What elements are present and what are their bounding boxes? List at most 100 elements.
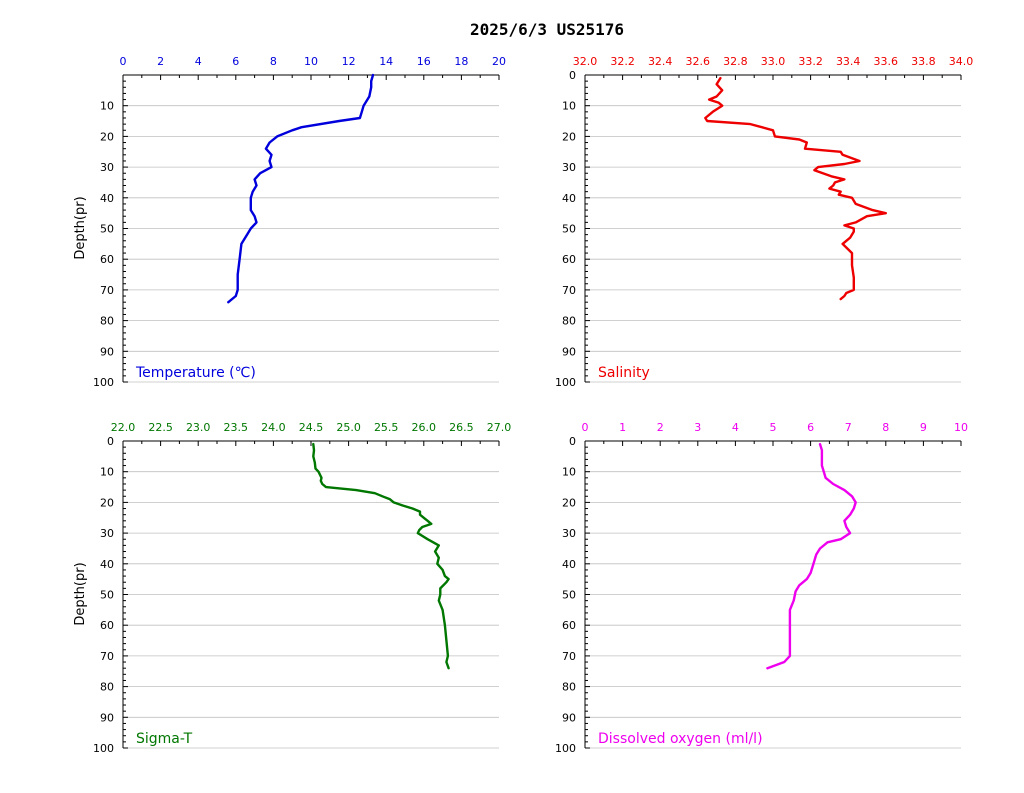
y-tick-label: 60 xyxy=(100,619,114,632)
y-axis-title: Depth(pr) xyxy=(73,562,88,625)
y-tick-label: 10 xyxy=(562,100,576,113)
y-tick-label: 10 xyxy=(100,100,114,113)
x-tick-label: 33.8 xyxy=(911,55,936,68)
x-tick-label: 25.0 xyxy=(336,421,361,434)
x-tick-label: 0 xyxy=(582,421,589,434)
x-tick-label: 0 xyxy=(120,55,127,68)
series-line-1 xyxy=(227,73,375,304)
x-tick-label: 32.2 xyxy=(610,55,635,68)
y-tick-label: 0 xyxy=(569,69,576,82)
y-tick-label: 30 xyxy=(100,161,114,174)
y-tick-label: 90 xyxy=(100,345,114,358)
x-tick-label: 10 xyxy=(954,421,968,434)
x-tick-label: 25.5 xyxy=(374,421,399,434)
x-tick-label: 3 xyxy=(694,421,701,434)
page-title: 2025/6/3 US25176 xyxy=(469,20,625,39)
chart-panel-2: 32.0 32.2 32.4 32.6 32.8 33.0 33.2 33.4 33.6 33.8… xyxy=(555,55,973,389)
x-tick-label: 4 xyxy=(732,421,739,434)
y-tick-label: 20 xyxy=(100,496,114,509)
y-tick-label: 70 xyxy=(100,650,114,663)
y-tick-label: 40 xyxy=(562,558,576,571)
x-tick-label: 27.0 xyxy=(487,421,512,434)
y-tick-label: 50 xyxy=(562,223,576,236)
x-tick-label: 14 xyxy=(379,55,393,68)
x-tick-label: 6 xyxy=(232,55,239,68)
y-tick-label: 70 xyxy=(100,284,114,297)
y-tick-label: 0 xyxy=(569,435,576,448)
y-tick-label: 10 xyxy=(100,466,114,479)
y-tick-label: 90 xyxy=(562,711,576,724)
y-tick-label: 30 xyxy=(562,527,576,540)
y-tick-label: 40 xyxy=(100,192,114,205)
x-tick-label: 20 xyxy=(492,55,506,68)
x-tick-label: 23.5 xyxy=(224,421,249,434)
y-tick-label: 100 xyxy=(555,376,576,389)
y-tick-label: 50 xyxy=(100,223,114,236)
x-tick-label: 8 xyxy=(270,55,277,68)
x-tick-label: 22.0 xyxy=(111,421,136,434)
y-tick-label: 90 xyxy=(100,711,114,724)
x-tick-label: 6 xyxy=(807,421,814,434)
x-tick-label: 23.0 xyxy=(186,421,211,434)
x-tick-label: 33.4 xyxy=(836,55,861,68)
y-tick-label: 20 xyxy=(100,130,114,143)
y-tick-label: 100 xyxy=(93,376,114,389)
series-label: Salinity xyxy=(598,365,650,381)
y-tick-label: 10 xyxy=(562,466,576,479)
x-tick-label: 2 xyxy=(157,55,164,68)
x-tick-label: 24.5 xyxy=(299,421,324,434)
y-tick-label: 60 xyxy=(100,253,114,266)
y-tick-label: 70 xyxy=(562,284,576,297)
y-tick-label: 20 xyxy=(562,496,576,509)
x-tick-label: 32.6 xyxy=(686,55,711,68)
x-tick-label: 2 xyxy=(657,421,664,434)
x-tick-label: 26.5 xyxy=(449,421,474,434)
y-tick-label: 100 xyxy=(555,742,576,755)
x-tick-label: 16 xyxy=(417,55,431,68)
x-tick-label: 4 xyxy=(195,55,202,68)
series-line-4 xyxy=(766,442,857,670)
chart-panel-3: 22.0 22.5 23.0 23.5 24.0 24.5 25.0 25.5 26.0 26.5… xyxy=(73,421,511,755)
series-line-2 xyxy=(704,76,887,301)
y-tick-label: 30 xyxy=(100,527,114,540)
x-tick-label: 32.0 xyxy=(573,55,598,68)
y-tick-label: 40 xyxy=(100,558,114,571)
series-label: Dissolved oxygen (ml/l) xyxy=(598,731,763,747)
series-label: Temperature (℃) xyxy=(135,365,256,381)
y-axis-title: Depth(pr) xyxy=(73,196,88,259)
x-tick-label: 1 xyxy=(619,421,626,434)
y-tick-label: 0 xyxy=(107,435,114,448)
x-tick-label: 7 xyxy=(845,421,852,434)
y-tick-label: 80 xyxy=(562,315,576,328)
y-tick-label: 80 xyxy=(562,681,576,694)
y-tick-label: 80 xyxy=(100,315,114,328)
y-tick-label: 50 xyxy=(562,589,576,602)
x-tick-label: 34.0 xyxy=(949,55,974,68)
x-tick-label: 33.0 xyxy=(761,55,786,68)
x-tick-label: 8 xyxy=(882,421,889,434)
y-tick-label: 60 xyxy=(562,253,576,266)
y-tick-label: 70 xyxy=(562,650,576,663)
x-tick-label: 12 xyxy=(342,55,356,68)
x-tick-label: 9 xyxy=(920,421,927,434)
x-tick-label: 33.6 xyxy=(874,55,899,68)
y-tick-label: 100 xyxy=(93,742,114,755)
y-tick-label: 80 xyxy=(100,681,114,694)
chart-panel-4: 0 1 2 3 4 5 6 7 8 9 100102030405060708090100Dissol… xyxy=(555,421,968,755)
x-tick-label: 26.0 xyxy=(412,421,437,434)
x-tick-label: 22.5 xyxy=(148,421,173,434)
series-line-3 xyxy=(312,442,450,670)
y-tick-label: 90 xyxy=(562,345,576,358)
y-tick-label: 60 xyxy=(562,619,576,632)
y-tick-label: 30 xyxy=(562,161,576,174)
series-label: Sigma-T xyxy=(136,731,193,747)
x-tick-label: 18 xyxy=(454,55,468,68)
x-tick-label: 24.0 xyxy=(261,421,286,434)
x-tick-label: 32.8 xyxy=(723,55,748,68)
y-tick-label: 40 xyxy=(562,192,576,205)
chart-panel-1: 0 2 4 6 8 10 12 14 16 18 20 10 20 30 40 50 60 70 80 90 100 De… xyxy=(73,55,506,389)
y-tick-label: 50 xyxy=(100,589,114,602)
x-tick-label: 32.4 xyxy=(648,55,673,68)
x-tick-label: 33.2 xyxy=(798,55,823,68)
